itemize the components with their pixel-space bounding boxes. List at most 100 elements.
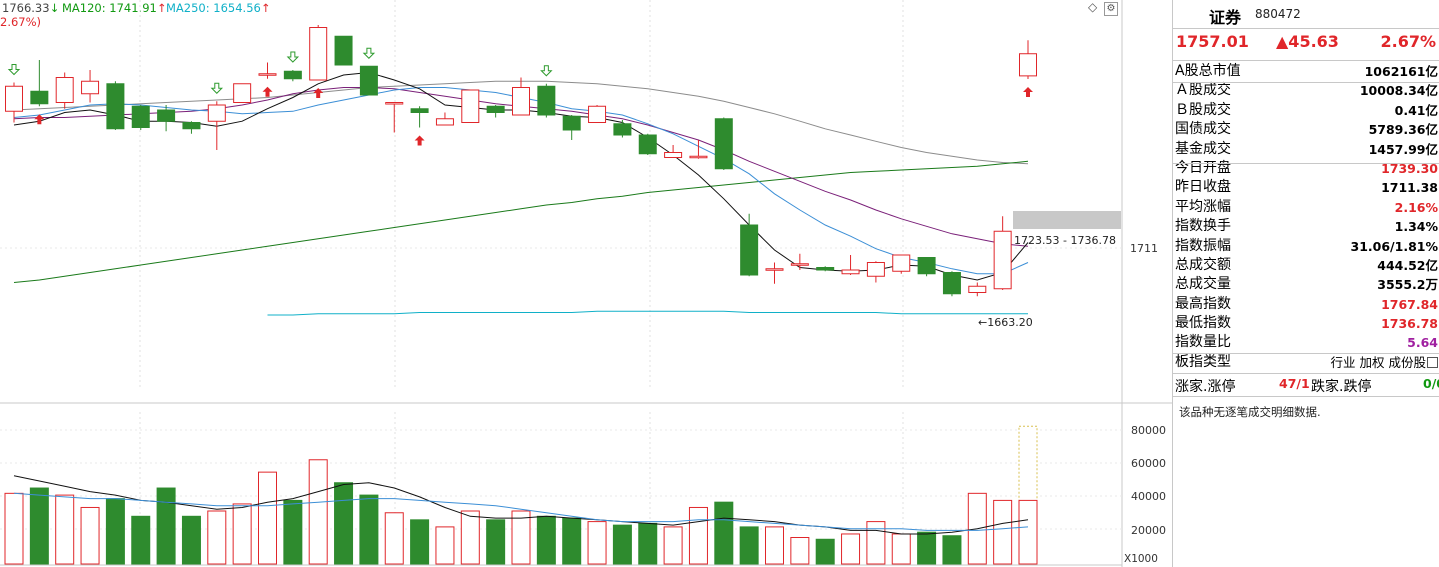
square-icon[interactable] xyxy=(1427,356,1438,368)
divider xyxy=(1173,396,1439,397)
low-label: ←1663.20 xyxy=(978,316,1033,329)
price-arrow: ↓ xyxy=(49,1,60,15)
candle-body xyxy=(334,35,353,66)
quote-row-value: 2.16% xyxy=(1394,199,1438,215)
volume-bar xyxy=(663,526,683,565)
candle-body xyxy=(106,83,125,130)
candle-body xyxy=(486,105,505,113)
up-value: 47/1 xyxy=(1279,376,1310,391)
candle-body xyxy=(664,152,683,158)
volume-bar xyxy=(562,517,582,565)
volume-bar xyxy=(536,515,556,565)
volume-bar xyxy=(815,538,835,565)
quote-row: A股总市值 1062161亿 xyxy=(1173,62,1439,81)
candle-body xyxy=(917,257,936,275)
stock-code: 880472 xyxy=(1255,7,1301,21)
volume-bar xyxy=(790,537,810,565)
volume-bar xyxy=(181,515,201,565)
range-label: 1723.53 - 1736.78 xyxy=(1014,234,1116,247)
quote-row: Ａ股成交 10008.34亿 xyxy=(1173,81,1439,100)
divider xyxy=(1173,373,1439,374)
ma250-line xyxy=(267,310,1028,316)
volume-bar-actual xyxy=(1018,499,1038,565)
quote-row: Ｂ股成交 0.41亿 xyxy=(1173,101,1439,120)
grid xyxy=(0,0,1172,567)
candle-body xyxy=(942,272,961,295)
price-change-pct: 2.67% xyxy=(1380,32,1436,51)
volume-bar xyxy=(486,519,506,565)
candle-body xyxy=(790,263,809,266)
divider xyxy=(1173,60,1439,61)
chart-svg: 1723.53 - 1736.78 ←1663.20 1711 80000 60000 4… xyxy=(0,0,1172,567)
quote-row: 最高指数 1767.84 xyxy=(1173,295,1439,314)
quote-row-label: 平均涨幅 xyxy=(1175,198,1231,215)
candle-body xyxy=(157,109,176,122)
volume-bar xyxy=(308,459,328,565)
quote-row-value: 31.06/1.81% xyxy=(1350,238,1438,254)
candle-body xyxy=(993,230,1012,290)
quote-row-value: 1739.30 xyxy=(1381,160,1438,176)
divider xyxy=(1173,353,1439,354)
volume-bar xyxy=(384,512,404,565)
price-readout-value: 1766.33 xyxy=(2,1,50,15)
quote-row-value: 3555.2万 xyxy=(1377,277,1438,293)
volume-bar xyxy=(359,494,379,565)
volume-bar xyxy=(688,506,708,565)
quote-row-label: 指数换手 xyxy=(1175,218,1231,235)
volume-unit-label: X1000 xyxy=(1124,553,1158,565)
quote-row-label: 基金成交 xyxy=(1175,140,1231,157)
volume-bar xyxy=(612,524,632,565)
volume-bar xyxy=(207,510,227,565)
candle-body xyxy=(283,70,302,80)
ma120-value: MA120: 1741.91 xyxy=(62,1,157,15)
candle-body xyxy=(588,105,607,123)
sell-signal-arrow-icon xyxy=(540,65,553,77)
volume-bar xyxy=(942,535,962,565)
ma250-readout: MA250: 1654.56↑ xyxy=(166,1,270,15)
candle-body xyxy=(968,285,987,293)
volume-ma10-line xyxy=(13,492,1029,531)
candle-body xyxy=(30,90,49,105)
quote-row-label: 指数振幅 xyxy=(1175,237,1231,254)
quote-row-label: Ｂ股成交 xyxy=(1175,101,1231,118)
volume-tick-label: 40000 xyxy=(1131,490,1166,503)
sell-signal-arrow-icon xyxy=(7,64,21,76)
volume-bar xyxy=(156,487,176,565)
quote-row-value: 1457.99亿 xyxy=(1368,141,1438,157)
quote-row-label: 总成交额 xyxy=(1175,256,1231,273)
volume-bar xyxy=(638,522,658,565)
candle-body xyxy=(892,254,911,272)
diamond-icon[interactable]: ◇ xyxy=(1088,0,1098,14)
candle-body xyxy=(1019,53,1037,77)
quote-rows: A股总市值 1062161亿 Ａ股成交 10008.34亿 Ｂ股成交 0.41亿 国债成交 5… xyxy=(1173,62,1439,372)
volume-bar xyxy=(232,503,252,565)
quote-row: 指数换手 1.34% xyxy=(1173,217,1439,236)
kline-chart-area[interactable]: 1766.33↓ MA120: 1741.91↑ MA250: 1654.56↑… xyxy=(0,0,1172,567)
quote-row-label: 最高指数 xyxy=(1175,295,1231,312)
buy-signal-arrow-icon xyxy=(414,135,425,146)
candle-body xyxy=(410,108,429,113)
price-bar: 1757.01 ▲45.63 2.67% xyxy=(1173,32,1439,54)
quote-row: 总成交额 444.52亿 xyxy=(1173,256,1439,275)
sell-signal-arrow-icon xyxy=(286,51,300,63)
candle-body xyxy=(461,89,480,123)
candles xyxy=(5,25,1121,297)
candle-body xyxy=(258,73,277,76)
volume-bar xyxy=(55,494,75,565)
volume-bars xyxy=(4,425,1038,565)
divider xyxy=(1173,82,1439,83)
settings-icon[interactable]: ⚙ xyxy=(1104,2,1118,16)
volume-bar xyxy=(4,492,24,565)
quote-panel: 证券 880472 1757.01 ▲45.63 2.67% A股总市值 1062… xyxy=(1172,0,1439,567)
buy-signal-arrow-icon xyxy=(313,88,324,98)
candle-body xyxy=(435,118,454,126)
price-readout: 1766.33↓ xyxy=(2,1,59,15)
candle-body xyxy=(309,27,328,81)
quote-row-value[interactable]: 行业 加权 成份股 xyxy=(1330,354,1426,370)
quote-row-value: 10008.34亿 xyxy=(1359,83,1438,99)
candle-body xyxy=(740,224,759,276)
quote-row-label: 国债成交 xyxy=(1175,121,1231,138)
candle-body xyxy=(359,65,378,96)
volume-bar xyxy=(993,499,1013,565)
candle-body xyxy=(638,134,657,155)
